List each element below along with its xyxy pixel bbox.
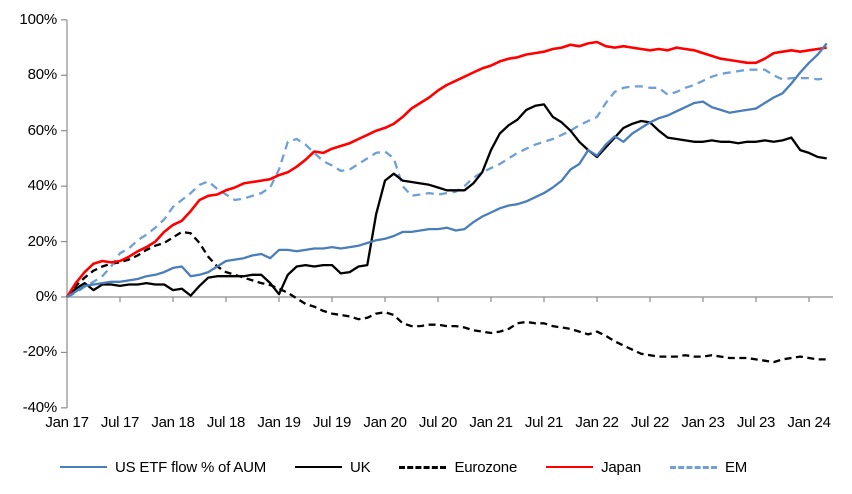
x-axis-label: Jul 23 xyxy=(736,414,776,431)
x-axis-label: Jan 17 xyxy=(45,414,89,431)
x-axis-label: Jul 19 xyxy=(312,414,352,431)
legend-label-us-etf-flow-of-aum: US ETF flow % of AUM xyxy=(115,458,267,476)
legend-item-japan: Japan xyxy=(546,459,641,476)
y-axis-label: 40% xyxy=(27,177,58,195)
x-axis-label: Jan 19 xyxy=(257,414,301,431)
chart-legend: US ETF flow % of AUM UK Eurozone Japan EM xyxy=(60,455,844,479)
series-line-em xyxy=(66,68,827,299)
legend-item-em: EM xyxy=(669,458,748,476)
y-axis-label: 100% xyxy=(19,10,57,28)
legend-item-eurozone: Eurozone xyxy=(399,459,517,476)
x-axis-label: Jul 21 xyxy=(524,414,564,431)
x-axis-label: Jan 24 xyxy=(787,414,831,431)
series-line-eurozone xyxy=(66,230,827,364)
legend-swatch-eurozone xyxy=(399,465,447,469)
legend-label-japan: Japan xyxy=(601,458,641,476)
series-line-us-etf-flow-of-aum xyxy=(66,42,828,298)
y-axis-label: 60% xyxy=(27,121,58,139)
y-axis-label: 20% xyxy=(27,232,58,250)
x-axis-label: Jul 22 xyxy=(630,414,670,431)
x-axis-label: Jan 20 xyxy=(363,414,407,431)
y-axis-label: -40% xyxy=(22,398,57,416)
legend-swatch-japan xyxy=(546,466,594,468)
legend-item-uk: UK xyxy=(295,458,371,476)
x-axis-label: Jan 23 xyxy=(681,414,725,431)
y-axis-label: 80% xyxy=(27,66,58,84)
legend-swatch-uk xyxy=(295,466,343,468)
legend-label-uk: UK xyxy=(350,458,371,476)
series-line-uk xyxy=(66,103,827,298)
x-axis-label: Jan 21 xyxy=(469,414,513,431)
x-axis-label: Jul 17 xyxy=(100,414,140,431)
x-axis-label: Jul 20 xyxy=(418,414,458,431)
legend-label-em: EM xyxy=(724,458,748,476)
legend-label-eurozone: Eurozone xyxy=(454,458,518,476)
x-axis-label: Jan 18 xyxy=(151,414,195,431)
legend-swatch-em xyxy=(669,465,717,469)
x-axis-label: Jan 22 xyxy=(575,414,619,431)
legend-swatch-us-etf-flow-of-aum xyxy=(60,466,107,468)
y-axis-label: -20% xyxy=(22,343,57,361)
series-line-japan xyxy=(65,40,827,298)
y-axis-label: 0% xyxy=(35,288,57,305)
legend-item-us-etf-flow-of-aum: US ETF flow % of AUM xyxy=(60,459,266,476)
x-axis-label: Jul 18 xyxy=(206,414,246,431)
